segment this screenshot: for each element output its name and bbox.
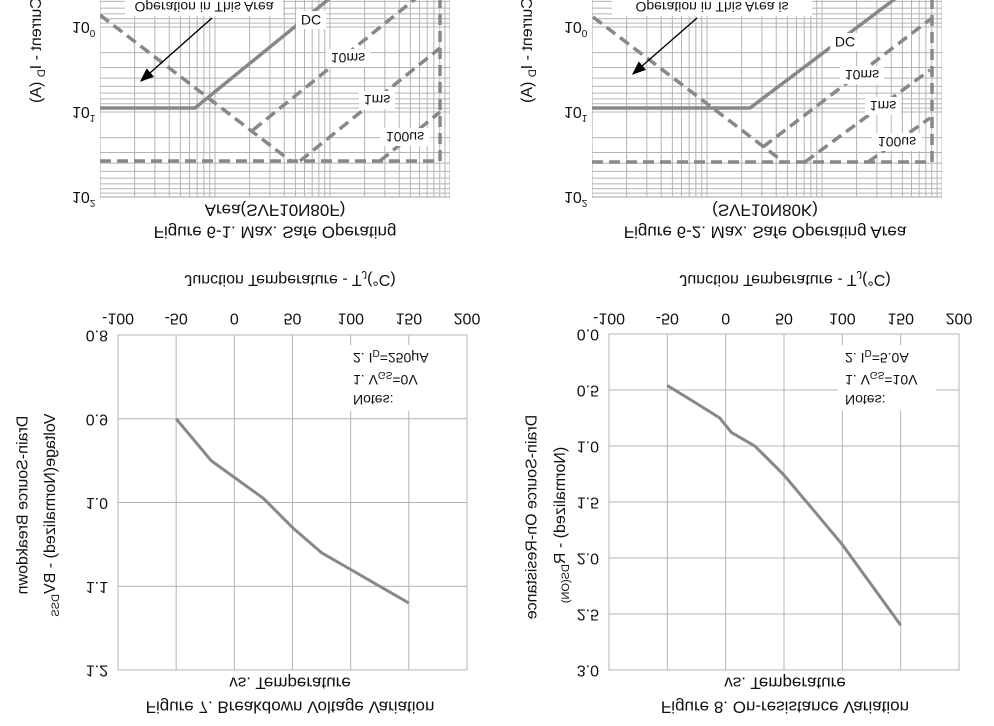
series-line xyxy=(175,417,410,605)
annotation-text: Operation in This Area xyxy=(134,0,273,15)
y-tick-label: 1.0 xyxy=(577,438,599,455)
series-label: 1ms xyxy=(870,98,896,114)
series-line xyxy=(666,384,902,627)
figure-7-subtitle: vs. Temperature xyxy=(229,674,351,693)
y-tick-label: 101 xyxy=(72,104,96,124)
annotation-background xyxy=(612,0,812,16)
y-tick-label: 1.1 xyxy=(86,578,108,595)
chart-figure-7: -100 -50 0 50 100 150 200 0.8 0.9 1.0 1.1 1.2 xyxy=(86,310,481,679)
x-tick-label: -50 xyxy=(656,310,679,327)
y-tick-label: 1.0 xyxy=(86,494,108,511)
series-label: DC xyxy=(835,34,855,50)
figure-7-note-1: 1. VGS=0V xyxy=(353,369,418,388)
figure-8-subtitle: vs. Temperature xyxy=(724,674,846,693)
figure-6-2-title-line2: (SVF10N80K) xyxy=(712,201,818,220)
series-label-background xyxy=(830,33,860,51)
y-tick-label: 0.8 xyxy=(86,327,108,344)
x-tick-label: -50 xyxy=(165,310,188,327)
chart-figure-6-1: DC 10ms 1ms 100us Operation in This Area 100 1… xyxy=(72,0,450,208)
boundary-line xyxy=(592,0,934,164)
rds-on-limit-line xyxy=(100,13,294,164)
figure-6-1-title-line1: Figure 6-1. Max. Safe Operating xyxy=(154,223,397,242)
series-line-1ms xyxy=(803,68,932,164)
figure-6-1-title-line2: Area(SVF10N80F) xyxy=(205,201,346,220)
y-tick-label: 1.5 xyxy=(577,494,599,511)
series-label-background xyxy=(840,66,884,84)
y-tick-label: 102 xyxy=(564,189,588,209)
series-label: 100us xyxy=(386,129,424,145)
series-label-background xyxy=(380,128,430,146)
series-line-dc xyxy=(100,0,331,110)
y-tick-label: 0.0 xyxy=(577,326,599,343)
y-tick-label: 0.9 xyxy=(86,410,108,427)
figure-7-x-axis-title: Junction Temperature - TJ(°C) xyxy=(184,268,395,289)
figure-7-notes-heading: Notes: xyxy=(353,392,393,408)
figure-8-title: Figure 8. On-resistance Variation xyxy=(661,698,909,717)
rds-on-limit-line xyxy=(592,15,787,165)
y-tick-label: 101 xyxy=(564,104,588,124)
figure-7-y-axis-title-line2: Voltage(Normalized) - BVDSS xyxy=(42,413,63,616)
y-tick-label: 1.2 xyxy=(86,662,108,679)
series-line-dc xyxy=(592,0,897,110)
boundary-line xyxy=(100,0,442,163)
series-label-background xyxy=(326,49,370,67)
y-tick-label: 100 xyxy=(564,19,588,39)
figure-8-x-axis-title: Junction Temperature - TJ(°C) xyxy=(679,268,890,289)
series-label: 100us xyxy=(878,134,916,150)
x-tick-label: 50 xyxy=(284,310,302,327)
annotation-text: Operation in This Area is xyxy=(635,0,788,15)
arrow-icon xyxy=(139,17,213,82)
x-tick-label: 50 xyxy=(775,310,793,327)
x-tick-label: 150 xyxy=(395,310,422,327)
x-tick-label: -100 xyxy=(593,310,625,327)
series-label: DC xyxy=(301,12,321,28)
x-tick-label: 200 xyxy=(454,310,481,327)
chart-figure-8: -100 -50 0 50 100 150 200 0.0 0.5 1.0 1.5 2.0 2.5 3.0 xyxy=(577,310,973,679)
series-label-background xyxy=(865,97,901,115)
x-tick-label: 100 xyxy=(829,310,856,327)
series-label-background xyxy=(359,91,395,109)
y-tick-label: 0.5 xyxy=(577,382,599,399)
y-tick-label: 2.5 xyxy=(577,606,599,623)
series-label-background xyxy=(872,133,922,151)
x-tick-label: 0 xyxy=(230,310,239,327)
figure-8-note-1: 1. VGS=10V xyxy=(845,369,918,388)
figure-7-notes-box xyxy=(345,345,433,411)
series-label: 10ms xyxy=(331,50,365,66)
y-tick-label: 2.0 xyxy=(577,550,599,567)
figure-7-note-2: 2. ID=250μA xyxy=(353,347,429,366)
annotation-background xyxy=(125,0,283,16)
y-tick-label: 100 xyxy=(72,19,96,39)
figure-7-y-axis-title-line1: Drain-Source Breakdown xyxy=(15,416,32,595)
x-tick-label: -100 xyxy=(102,310,134,327)
series-label-background xyxy=(296,11,326,29)
figure-8-notes-box xyxy=(838,345,936,411)
figure-6-2-title-line1: Figure 6-2. Max. Safe Operating Area xyxy=(624,223,907,242)
chart-figure-6-2: DC 10ms 1ms 100us Operation in This Area is 1… xyxy=(564,0,942,208)
figure-8-notes-heading: Notes: xyxy=(845,392,885,408)
plot-area xyxy=(100,0,450,198)
x-tick-label: 100 xyxy=(337,310,364,327)
series-label: 1ms xyxy=(364,92,390,108)
figure-7-title: Figure 7. Breakdown Voltage Variation xyxy=(146,698,435,717)
figure-8-y-axis-title-line2: (Normalized) - RDS(ON) xyxy=(552,447,573,603)
figure-6-1-y-axis-title: Drain Current - ID (A) xyxy=(28,0,49,103)
figure-8-y-axis-title-line1: Drain-Source On-Resistance xyxy=(524,415,541,620)
figure-6-2-y-axis-title: Drain Current - ID (A) xyxy=(519,0,540,103)
figure-8-note-2: 2. ID=5.0A xyxy=(845,347,909,366)
x-tick-label: 150 xyxy=(887,310,914,327)
x-tick-label: 0 xyxy=(721,310,730,327)
x-tick-label: 200 xyxy=(946,310,973,327)
y-tick-label: 102 xyxy=(72,189,96,209)
arrow-icon xyxy=(631,17,698,75)
y-tick-label: 3.0 xyxy=(577,662,599,679)
series-label: 10ms xyxy=(845,67,879,83)
